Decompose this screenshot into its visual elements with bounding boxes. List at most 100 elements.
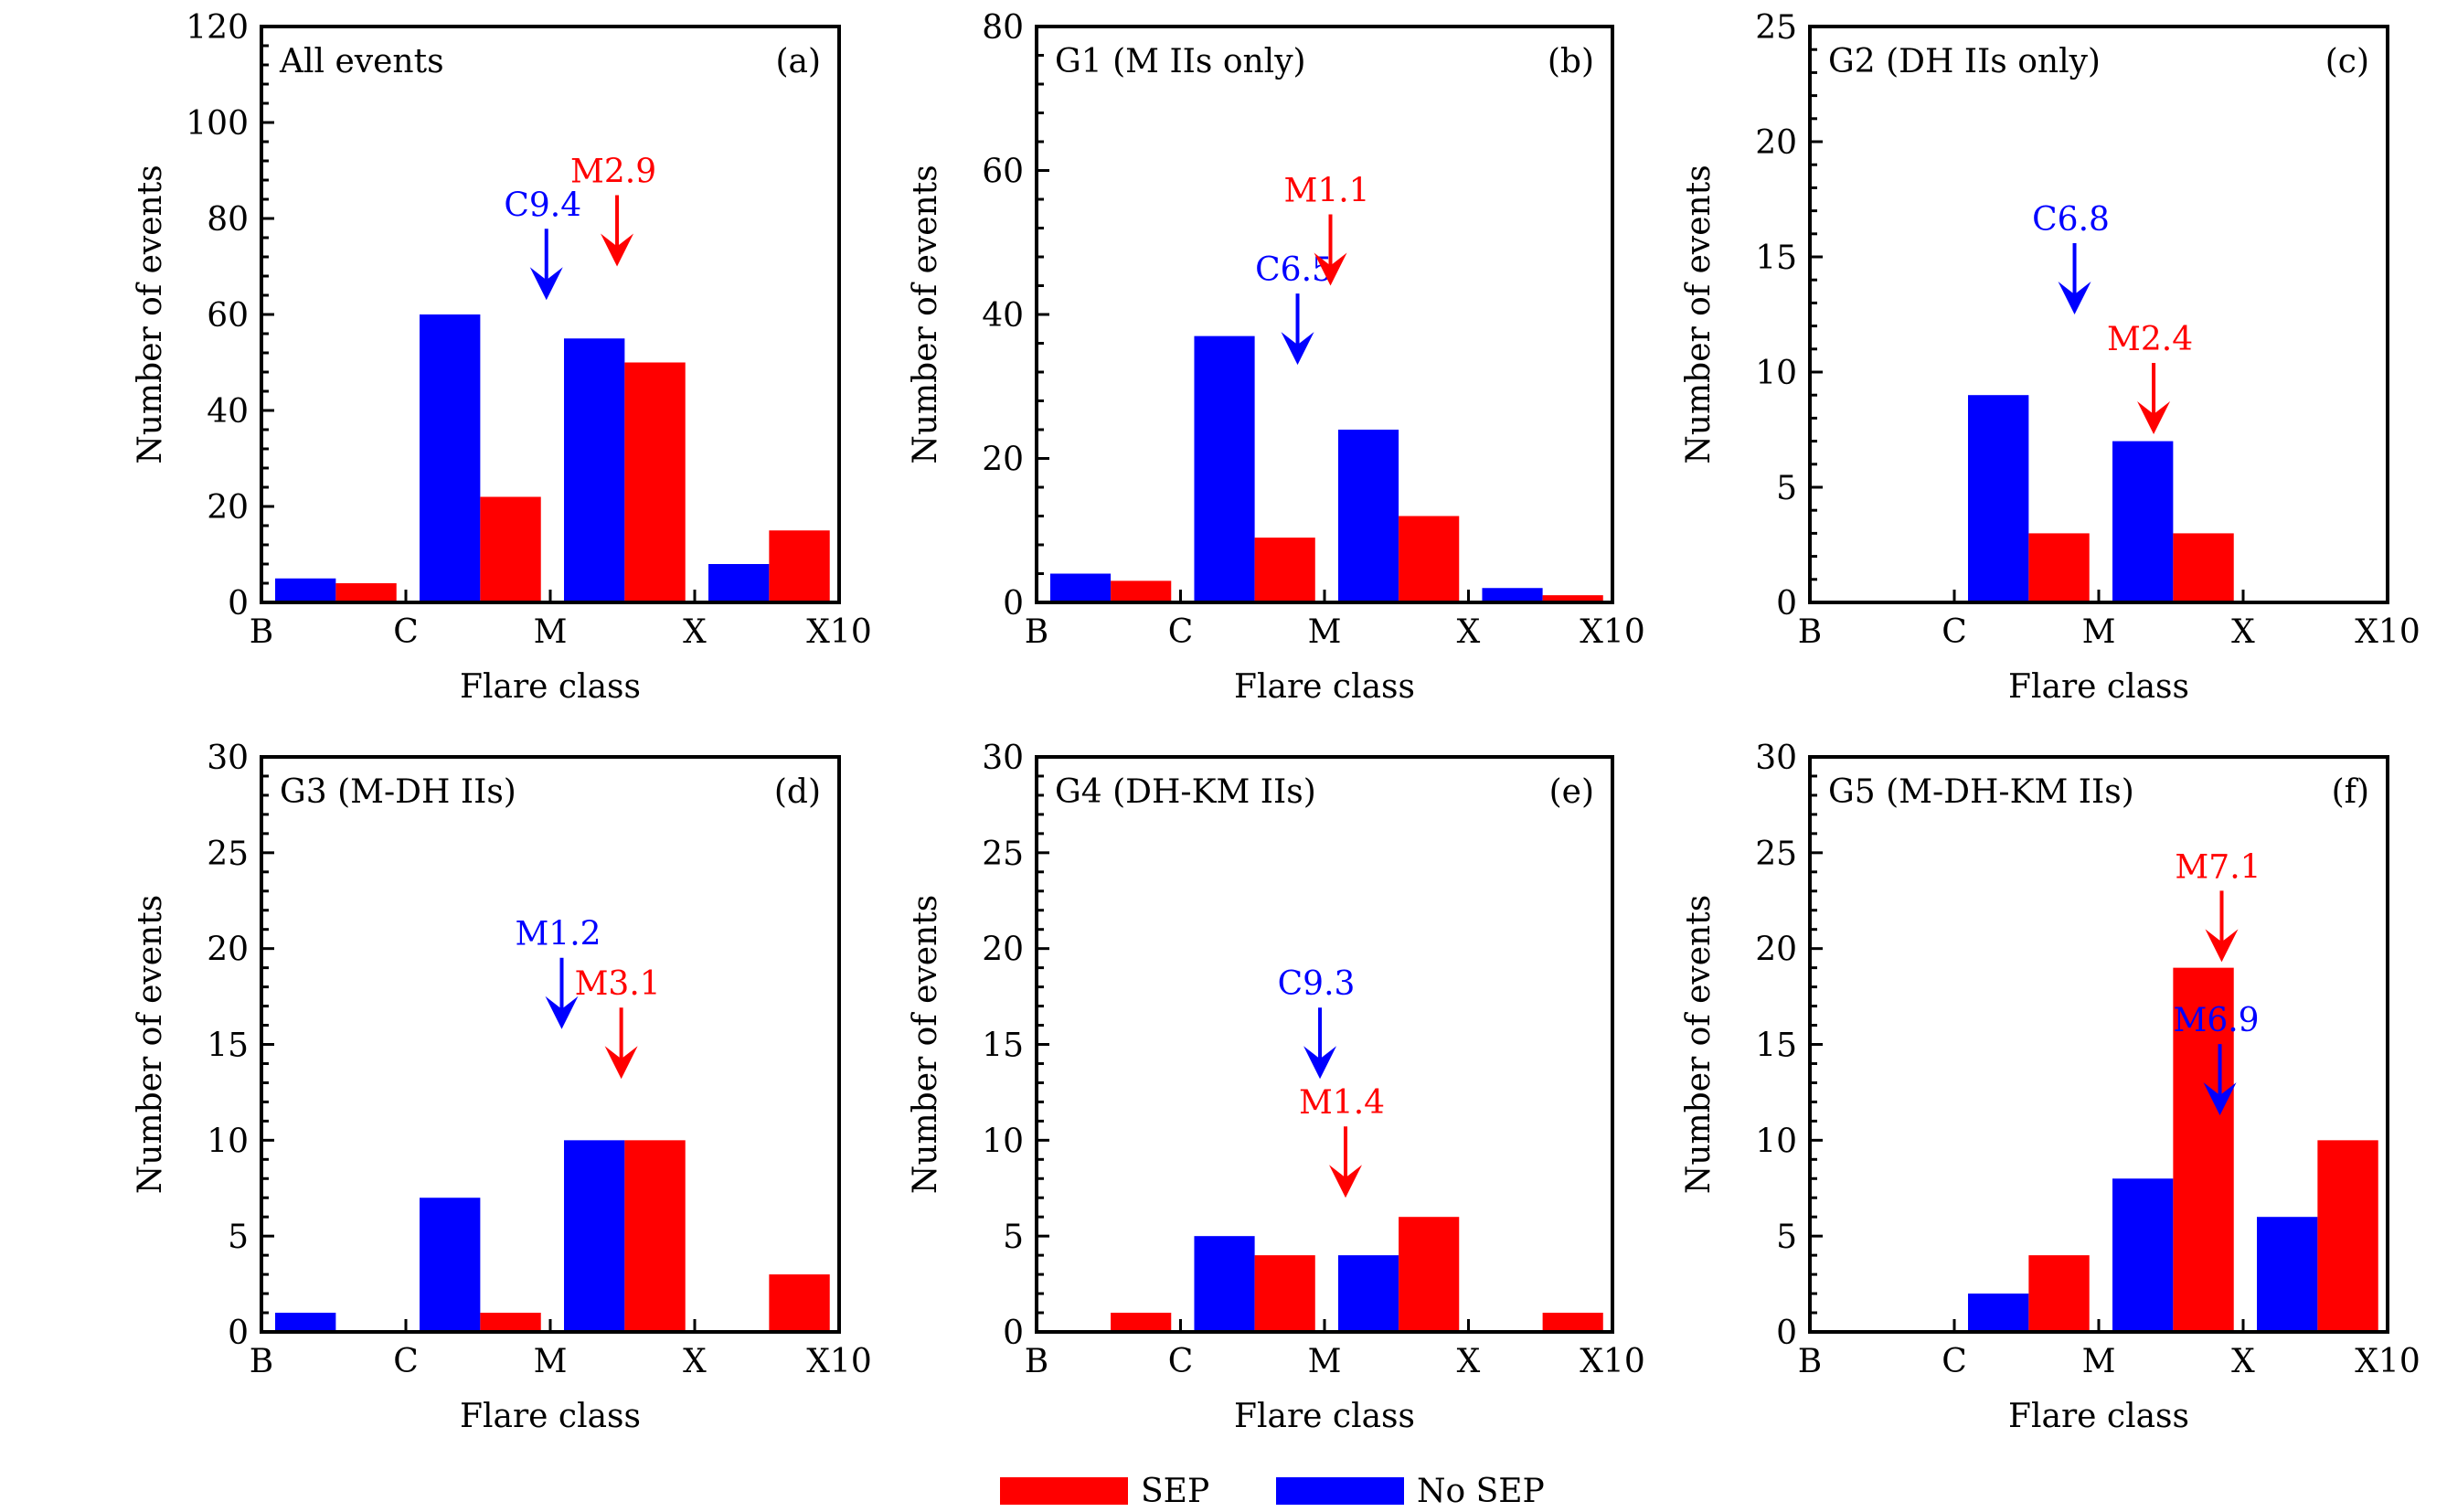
y-tick-label: 5 [1776, 1219, 1797, 1256]
bar-sep-M [624, 362, 686, 602]
y-tick-label: 0 [228, 1315, 249, 1352]
y-tick-label: 60 [207, 297, 249, 335]
bar-sep-X [1542, 1313, 1603, 1332]
legend-label-sep: SEP [1141, 1473, 1209, 1510]
bar-sep-C [480, 496, 541, 602]
y-tick-label: 15 [207, 1028, 249, 1065]
bar-no-sep-M [1337, 1255, 1399, 1332]
y-tick-label: 25 [1755, 836, 1797, 873]
bar-sep-C [1254, 1255, 1315, 1332]
x-tick-label: M [2082, 613, 2116, 651]
annotation-label: C6.5 [1255, 251, 1333, 289]
plot-frame [1035, 25, 1614, 604]
plot-frame [1035, 755, 1614, 1334]
annotation-label: M1.1 [1283, 173, 1369, 210]
annotation-label: M7.1 [2175, 848, 2261, 886]
x-tick-label: M [2082, 1343, 2116, 1380]
arrow-down-icon [1281, 332, 1314, 366]
bar-no-sep-M [564, 338, 625, 602]
bar-no-sep-X [1482, 588, 1543, 602]
x-axis-title: Flare class [2008, 1398, 2189, 1435]
panel-title: G2 (DH IIs only) [1828, 43, 2101, 80]
bar-sep-M [2173, 967, 2234, 1332]
arrow-down-icon [1314, 252, 1347, 286]
annotation-m6-9: M6.9 [2173, 1002, 2260, 1116]
arrow-down-icon [529, 267, 563, 301]
y-tick-label: 20 [1755, 932, 1797, 969]
x-tick-label: C [1168, 613, 1194, 651]
arrow-down-icon [604, 1046, 638, 1080]
annotation-m1-4: M1.4 [1299, 1084, 1385, 1198]
y-tick-label: 5 [1776, 470, 1797, 507]
bar-no-sep-B [275, 1313, 336, 1332]
y-tick-label: 40 [982, 297, 1024, 335]
bar-sep-B [1111, 580, 1172, 602]
legend: SEP No SEP [1000, 1473, 1545, 1510]
bar-no-sep-C [420, 314, 481, 602]
legend-swatch-sep [1000, 1477, 1128, 1505]
y-tick-label: 80 [207, 201, 249, 239]
annotation-m1-1: M1.1 [1283, 173, 1370, 286]
y-tick-label: 80 [982, 9, 1024, 47]
x-tick-label: B [1798, 1343, 1822, 1380]
x-tick-label: C [393, 613, 419, 651]
y-tick-label: 0 [1003, 1315, 1024, 1352]
bar-sep-X [769, 1274, 830, 1332]
panel-tag: (d) [774, 773, 821, 811]
panel-c: 0 5 10 15 20 25 B C M X X10 Flare class Number of ev… [1680, 9, 2420, 706]
x-tick-label: M [1308, 613, 1342, 651]
x-tick-label: X10 [1580, 613, 1644, 651]
y-axis-title: Number of events [907, 895, 944, 1194]
bar-sep-X [2317, 1140, 2378, 1332]
annotation-m7-1: M7.1 [2175, 848, 2261, 963]
bar-sep-C [480, 1313, 541, 1332]
y-tick-label: 30 [982, 740, 1024, 777]
plot-frame [260, 755, 841, 1334]
bar-sep-X [769, 530, 830, 602]
arrow-down-icon [2205, 929, 2239, 963]
bar-sep-M [624, 1140, 686, 1332]
x-tick-label: X10 [1580, 1343, 1644, 1380]
annotation-label: M2.4 [2107, 321, 2193, 358]
y-tick-label: 0 [1003, 585, 1024, 623]
annotation-label: M1.2 [515, 916, 601, 953]
panel-tag: (b) [1548, 43, 1594, 80]
panel-d: 0 5 10 15 20 25 30 B C M X X10 Flare class Number of … [132, 740, 872, 1435]
bar-sep-C [2028, 533, 2090, 602]
panel-title: G4 (DH-KM IIs) [1055, 773, 1316, 811]
y-tick-label: 30 [1755, 740, 1797, 777]
y-tick-label: 20 [207, 489, 249, 527]
annotation-label: M6.9 [2173, 1002, 2259, 1039]
plot-frame [260, 25, 841, 604]
bar-sep-B [1111, 1313, 1172, 1332]
bar-sep-B [335, 583, 397, 602]
y-tick-label: 15 [1755, 1028, 1797, 1065]
x-tick-label: X [683, 1343, 707, 1380]
y-axis-title: Number of events [132, 165, 169, 463]
annotation-label: C6.8 [2032, 201, 2110, 239]
bar-no-sep-C [1968, 395, 2029, 602]
annotation-m1-2: M1.2 [515, 916, 601, 1029]
annotation-c6-8: C6.8 [2032, 201, 2110, 314]
bar-no-sep-M [2112, 1178, 2174, 1332]
y-tick-label: 40 [207, 393, 249, 431]
y-tick-label: 20 [1755, 124, 1797, 162]
x-tick-label: X [1457, 1343, 1481, 1380]
x-tick-label: C [1168, 1343, 1194, 1380]
panel-tag: (c) [2325, 43, 2369, 80]
y-tick-label: 120 [186, 9, 249, 47]
annotation-c9-3: C9.3 [1278, 965, 1355, 1080]
x-tick-label: M [1308, 1343, 1342, 1380]
panel-b: 0 20 40 60 80 B C M X X10 Flare class Number of eve… [907, 9, 1645, 706]
panel-tag: (e) [1549, 773, 1594, 811]
x-tick-label: B [1025, 1343, 1048, 1380]
x-tick-label: B [250, 613, 273, 651]
arrow-down-icon [545, 996, 579, 1029]
y-tick-label: 15 [982, 1028, 1024, 1065]
y-tick-label: 20 [982, 932, 1024, 969]
annotation-c6-5: C6.5 [1255, 251, 1333, 366]
panel-title: All events [279, 43, 444, 80]
legend-label-no-sep: No SEP [1417, 1473, 1545, 1510]
